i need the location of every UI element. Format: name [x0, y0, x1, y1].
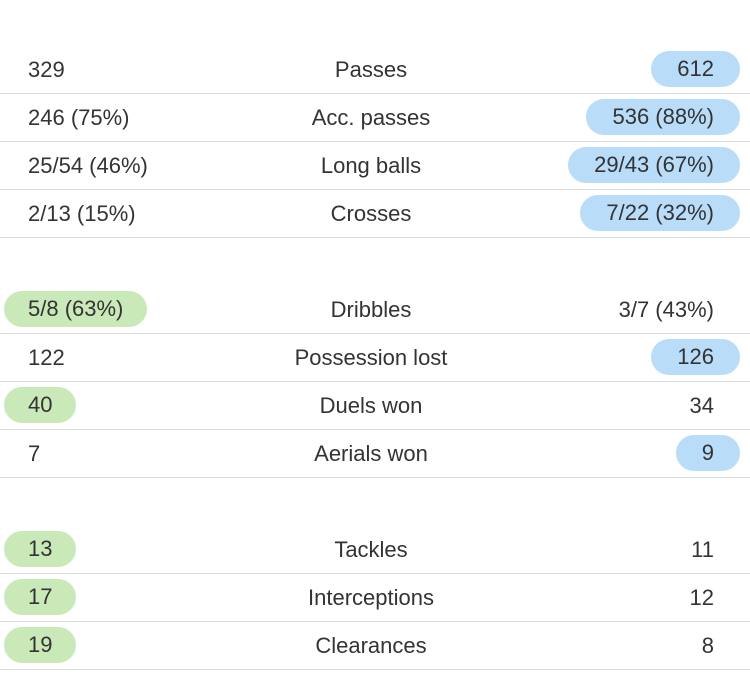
defending-stats-group: 13 Tackles 11 17 Interceptions 12 19 Cle… [0, 526, 750, 670]
stat-row-aerials-won: 7 Aerials won 9 [0, 430, 750, 478]
home-value-highlight: 17 [4, 579, 77, 615]
home-value-highlight: 5/8 (63%) [4, 291, 148, 327]
stat-row-duels-won: 40 Duels won 34 [0, 382, 750, 430]
stat-row-dribbles: 5/8 (63%) Dribbles 3/7 (43%) [0, 286, 750, 334]
stat-label: Possession lost [294, 345, 448, 370]
stat-row-clearances: 19 Clearances 8 [0, 622, 750, 670]
away-value-highlight: 7/22 (32%) [580, 195, 740, 231]
stat-label: Crosses [330, 201, 412, 226]
stat-label: Acc. passes [311, 105, 431, 130]
passing-stats-group: 329 Passes 612 246 (75%) Acc. passes 536… [0, 46, 750, 238]
stat-row-possession-lost: 122 Possession lost 126 [0, 334, 750, 382]
home-value: 246 (75%) [28, 105, 130, 130]
away-value: 12 [689, 585, 714, 610]
home-value: 7 [28, 441, 41, 466]
stat-label: Long balls [320, 153, 422, 178]
home-value: 2/13 (15%) [28, 201, 136, 226]
away-value-highlight: 612 [651, 51, 740, 87]
away-value: 11 [691, 537, 714, 562]
away-value-highlight: 536 (88%) [586, 99, 740, 135]
home-value-highlight: 13 [4, 531, 77, 567]
home-value: 25/54 (46%) [28, 153, 148, 178]
stat-label: Clearances [315, 633, 427, 658]
duels-stats-group: 5/8 (63%) Dribbles 3/7 (43%) 122 Possess… [0, 286, 750, 478]
stat-row-acc-passes: 246 (75%) Acc. passes 536 (88%) [0, 94, 750, 142]
stat-row-passes: 329 Passes 612 [0, 46, 750, 94]
away-value-highlight: 126 [651, 339, 740, 375]
stat-label: Aerials won [314, 441, 428, 466]
away-value-highlight: 9 [675, 435, 740, 471]
home-value: 329 [28, 57, 65, 82]
home-value: 122 [28, 345, 65, 370]
stat-label: Dribbles [330, 297, 412, 322]
away-value: 34 [689, 393, 714, 418]
stat-row-interceptions: 17 Interceptions 12 [0, 574, 750, 622]
stat-label: Interceptions [308, 585, 434, 610]
stat-row-tackles: 13 Tackles 11 [0, 526, 750, 574]
home-value-highlight: 40 [4, 387, 77, 423]
stat-row-crosses: 2/13 (15%) Crosses 7/22 (32%) [0, 190, 750, 238]
stat-label: Passes [334, 57, 408, 82]
away-value: 3/7 (43%) [618, 297, 714, 322]
stat-label: Duels won [319, 393, 423, 418]
away-value: 8 [701, 633, 714, 658]
home-value-highlight: 19 [4, 627, 77, 663]
away-value-highlight: 29/43 (67%) [568, 147, 740, 183]
stat-label: Tackles [334, 537, 408, 562]
stat-row-long-balls: 25/54 (46%) Long balls 29/43 (67%) [0, 142, 750, 190]
